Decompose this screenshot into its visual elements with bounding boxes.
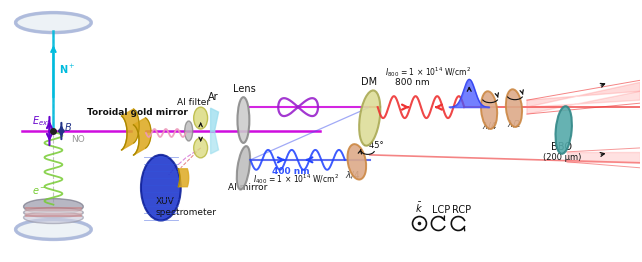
Text: $\lambda$/4: $\lambda$/4 xyxy=(482,119,497,130)
Text: $I_{400}$ = 1 × 10$^{14}$ W/cm$^2$: $I_{400}$ = 1 × 10$^{14}$ W/cm$^2$ xyxy=(254,172,340,186)
Ellipse shape xyxy=(24,208,83,217)
Text: $e^-$: $e^-$ xyxy=(31,186,46,197)
Text: −45°: −45° xyxy=(362,141,383,150)
Text: $E_{ext}$: $E_{ext}$ xyxy=(31,114,51,128)
Text: $\lambda$/4: $\lambda$/4 xyxy=(345,169,361,180)
Text: $I_{800}$ = 1 × 10$^{14}$ W/cm$^2$: $I_{800}$ = 1 × 10$^{14}$ W/cm$^2$ xyxy=(385,65,471,79)
Ellipse shape xyxy=(194,107,207,129)
Text: XUV
spectrometer: XUV spectrometer xyxy=(156,197,217,217)
Ellipse shape xyxy=(481,91,497,129)
Ellipse shape xyxy=(347,144,366,179)
Polygon shape xyxy=(527,82,640,107)
Ellipse shape xyxy=(15,13,91,32)
Text: $B$: $B$ xyxy=(64,121,73,133)
Text: LCP: LCP xyxy=(433,205,451,215)
Ellipse shape xyxy=(238,97,249,143)
Ellipse shape xyxy=(185,121,193,141)
Ellipse shape xyxy=(237,146,250,189)
Text: 800 nm: 800 nm xyxy=(395,78,429,87)
Text: BBO: BBO xyxy=(551,142,572,152)
Text: 400 nm: 400 nm xyxy=(272,167,310,176)
Ellipse shape xyxy=(506,89,522,127)
Polygon shape xyxy=(527,91,640,114)
Text: (200 µm): (200 µm) xyxy=(543,153,581,162)
Polygon shape xyxy=(211,131,218,154)
Ellipse shape xyxy=(15,220,91,239)
Text: Toroidal gold mirror: Toroidal gold mirror xyxy=(87,108,188,117)
Text: Lens: Lens xyxy=(234,84,256,94)
Text: Al filter: Al filter xyxy=(177,98,210,107)
Text: N$^+$: N$^+$ xyxy=(60,63,76,76)
Text: NO: NO xyxy=(71,135,85,144)
Ellipse shape xyxy=(555,106,572,154)
Polygon shape xyxy=(121,109,139,150)
Text: DM: DM xyxy=(361,77,377,87)
Ellipse shape xyxy=(141,155,181,221)
Ellipse shape xyxy=(24,212,83,223)
Polygon shape xyxy=(567,152,640,162)
Polygon shape xyxy=(134,118,151,155)
Ellipse shape xyxy=(194,138,207,158)
Text: Al mirror: Al mirror xyxy=(229,183,268,192)
Ellipse shape xyxy=(359,90,380,146)
Text: RCP: RCP xyxy=(453,205,471,215)
Polygon shape xyxy=(211,108,218,131)
Circle shape xyxy=(418,222,421,225)
Text: $\bar{k}$: $\bar{k}$ xyxy=(415,200,422,215)
Polygon shape xyxy=(178,169,189,187)
Text: $\lambda$/2: $\lambda$/2 xyxy=(507,118,521,129)
Text: Ar: Ar xyxy=(207,92,218,102)
Ellipse shape xyxy=(24,199,83,215)
